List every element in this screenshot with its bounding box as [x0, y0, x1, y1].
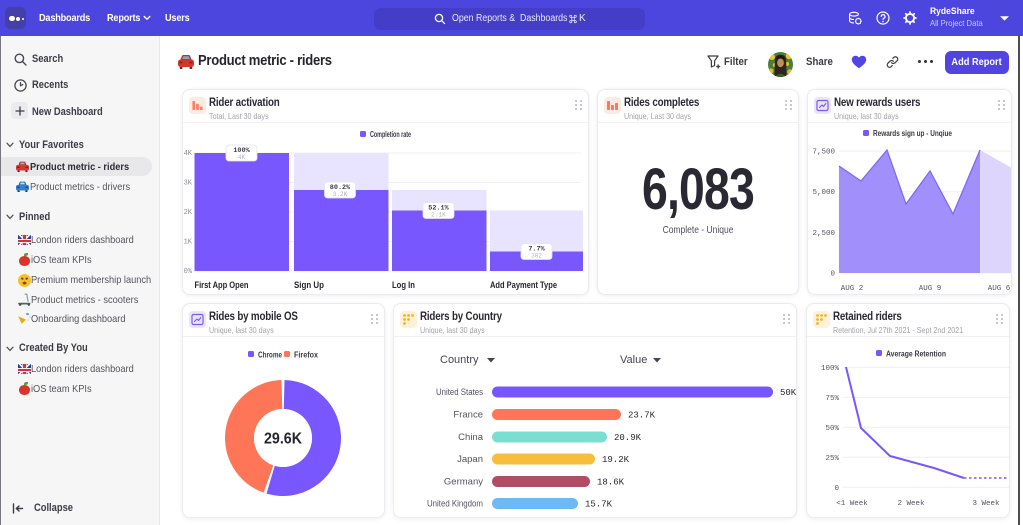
svg-text:Sign Up: Sign Up	[294, 280, 324, 291]
svg-text:29.6K: 29.6K	[264, 431, 302, 448]
svg-text:AUG 6: AUG 6	[988, 285, 1011, 293]
svg-text:Rewards sign up - Unqiue: Rewards sign up - Unqiue	[873, 129, 952, 138]
svg-text:80.2%: 80.2%	[330, 184, 351, 192]
svg-text:United Kingdom: United Kingdom	[427, 499, 483, 510]
svg-text:23.7K: 23.7K	[628, 411, 656, 421]
svg-text:100%: 100%	[233, 147, 250, 155]
svg-text:2,500: 2,500	[812, 230, 835, 238]
svg-text:China: China	[458, 432, 484, 443]
svg-text:United States: United States	[436, 387, 483, 398]
svg-text:Chrome: Chrome	[258, 351, 282, 360]
svg-text:2.1K: 2.1K	[431, 212, 446, 219]
svg-text:50%: 50%	[825, 425, 839, 433]
svg-text:Average Retention: Average Retention	[886, 350, 946, 359]
svg-text:1K: 1K	[184, 239, 193, 247]
svg-text:19.2K: 19.2K	[602, 455, 630, 465]
svg-text:Country: Country	[440, 354, 479, 366]
svg-text:50K: 50K	[780, 388, 796, 398]
svg-text:Japan: Japan	[457, 454, 483, 465]
svg-text:2 Week: 2 Week	[897, 500, 925, 508]
svg-text:100%: 100%	[821, 365, 840, 373]
svg-text:Add Payment Type: Add Payment Type	[490, 280, 557, 291]
svg-text:75%: 75%	[825, 395, 839, 403]
svg-text:4K: 4K	[238, 154, 246, 161]
svg-text:First App Open: First App Open	[195, 280, 249, 291]
svg-text:7,500: 7,500	[812, 149, 835, 157]
svg-text:Log In: Log In	[392, 280, 415, 291]
svg-text:3.2K: 3.2K	[333, 191, 348, 198]
svg-text:4K: 4K	[184, 150, 193, 158]
svg-text:25%: 25%	[825, 455, 839, 463]
svg-text:15.7K: 15.7K	[585, 500, 613, 510]
svg-text:Firefox: Firefox	[294, 351, 318, 360]
svg-text:5,000: 5,000	[812, 189, 835, 197]
svg-text:Value: Value	[620, 354, 647, 366]
svg-text:20.9K: 20.9K	[614, 433, 642, 443]
svg-text:Completion rate: Completion rate	[370, 130, 411, 139]
svg-text:2K: 2K	[184, 209, 193, 217]
svg-text:52.1%: 52.1%	[428, 205, 449, 213]
svg-text:AUG 9: AUG 9	[919, 285, 942, 293]
svg-text:France: France	[453, 410, 483, 421]
svg-text:7.7%: 7.7%	[528, 246, 545, 254]
svg-text:3K: 3K	[184, 180, 193, 188]
svg-text:<1 Week: <1 Week	[836, 500, 868, 508]
svg-text:0: 0	[830, 271, 835, 279]
svg-text:AUG 2: AUG 2	[841, 285, 864, 293]
svg-text:3 Week: 3 Week	[972, 500, 1000, 508]
svg-text:18.6K: 18.6K	[597, 478, 625, 488]
svg-text:0%: 0%	[184, 268, 193, 276]
svg-text:0: 0	[834, 485, 839, 493]
svg-text:Germany: Germany	[444, 477, 483, 488]
svg-text:302: 302	[531, 253, 542, 260]
